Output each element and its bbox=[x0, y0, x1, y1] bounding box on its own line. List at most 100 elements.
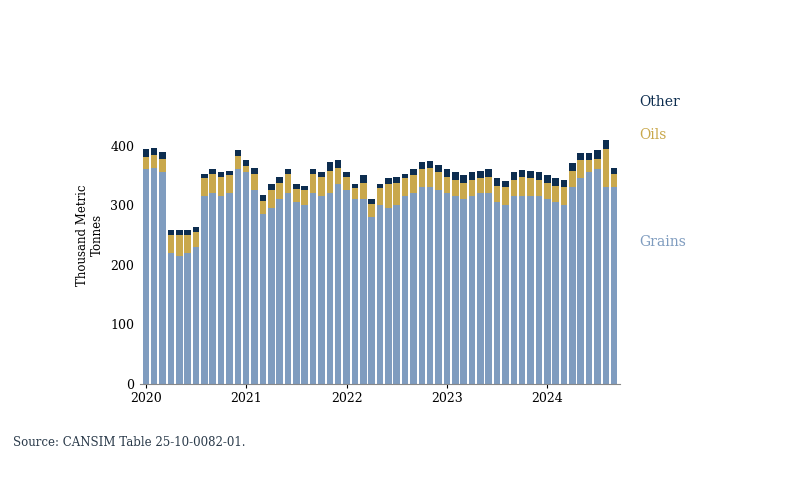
Bar bbox=[352, 199, 358, 384]
Bar bbox=[418, 170, 425, 187]
Y-axis label: Thousand Metric
Tonnes: Thousand Metric Tonnes bbox=[75, 184, 103, 286]
Bar bbox=[243, 160, 250, 167]
Bar bbox=[276, 199, 283, 384]
Bar bbox=[142, 157, 149, 170]
Text: Grains: Grains bbox=[639, 235, 686, 249]
Bar bbox=[176, 230, 182, 235]
Bar bbox=[302, 205, 308, 384]
Bar bbox=[243, 167, 250, 172]
Bar bbox=[519, 196, 526, 384]
Bar bbox=[561, 187, 567, 205]
Bar bbox=[569, 163, 575, 170]
Bar bbox=[335, 185, 342, 384]
Bar bbox=[586, 160, 592, 172]
Bar bbox=[552, 178, 559, 185]
Bar bbox=[486, 193, 492, 384]
Text: Figure 2: Renewable Fuel Feedstock Inputs, Canada, Monthly: Figure 2: Renewable Fuel Feedstock Input… bbox=[14, 34, 539, 48]
Bar bbox=[285, 193, 291, 384]
Bar bbox=[435, 190, 442, 384]
Bar bbox=[602, 187, 609, 384]
Bar bbox=[569, 170, 575, 187]
Bar bbox=[469, 196, 475, 384]
Bar bbox=[586, 172, 592, 384]
Bar bbox=[285, 174, 291, 193]
Bar bbox=[176, 256, 182, 384]
Bar bbox=[494, 178, 500, 185]
Bar bbox=[268, 185, 274, 190]
Bar bbox=[326, 162, 333, 170]
Bar bbox=[193, 227, 199, 232]
Bar bbox=[218, 196, 224, 384]
Bar bbox=[427, 168, 434, 187]
Bar bbox=[234, 156, 241, 170]
Bar bbox=[427, 187, 434, 384]
Bar bbox=[460, 199, 467, 384]
Bar bbox=[586, 153, 592, 160]
Bar bbox=[594, 159, 601, 170]
Bar bbox=[510, 172, 517, 180]
Bar bbox=[594, 150, 601, 159]
Bar bbox=[611, 187, 618, 384]
Bar bbox=[418, 187, 425, 384]
Bar bbox=[578, 160, 584, 178]
Bar bbox=[519, 177, 526, 196]
Bar bbox=[510, 196, 517, 384]
Bar bbox=[260, 195, 266, 201]
Bar bbox=[142, 170, 149, 384]
Bar bbox=[444, 170, 450, 177]
Bar bbox=[335, 168, 342, 185]
Bar bbox=[435, 165, 442, 172]
Bar bbox=[385, 208, 392, 384]
Bar bbox=[477, 178, 484, 193]
Bar bbox=[352, 188, 358, 199]
Bar bbox=[210, 174, 216, 193]
Text: Other: Other bbox=[639, 95, 680, 109]
Bar bbox=[293, 189, 300, 202]
Bar bbox=[385, 178, 392, 185]
Bar bbox=[527, 171, 534, 178]
Bar bbox=[552, 185, 559, 202]
Bar bbox=[578, 153, 584, 160]
Bar bbox=[477, 171, 484, 178]
Bar bbox=[176, 235, 182, 256]
Bar bbox=[502, 181, 509, 187]
Bar bbox=[185, 235, 191, 253]
Bar bbox=[326, 193, 333, 384]
Bar bbox=[368, 199, 375, 204]
Bar bbox=[159, 172, 166, 384]
Bar bbox=[193, 247, 199, 384]
Bar bbox=[611, 174, 618, 187]
Bar bbox=[502, 205, 509, 384]
Bar bbox=[519, 170, 526, 177]
Bar bbox=[293, 185, 300, 189]
Bar bbox=[602, 140, 609, 149]
Bar bbox=[377, 188, 383, 205]
Bar bbox=[360, 175, 366, 183]
Bar bbox=[418, 162, 425, 170]
Bar bbox=[151, 168, 158, 384]
Bar bbox=[394, 177, 400, 183]
Bar bbox=[226, 175, 233, 193]
Bar bbox=[210, 170, 216, 174]
Bar bbox=[260, 214, 266, 384]
Bar bbox=[469, 172, 475, 180]
Bar bbox=[226, 170, 233, 175]
Bar bbox=[343, 190, 350, 384]
Bar bbox=[460, 183, 467, 199]
Bar bbox=[168, 235, 174, 253]
Bar bbox=[251, 168, 258, 173]
Bar bbox=[444, 177, 450, 193]
Bar bbox=[201, 196, 208, 384]
Bar bbox=[594, 170, 601, 384]
Bar bbox=[318, 196, 325, 384]
Bar bbox=[602, 149, 609, 187]
Bar bbox=[494, 185, 500, 202]
Bar bbox=[377, 205, 383, 384]
Bar bbox=[310, 174, 316, 193]
Bar bbox=[544, 199, 550, 384]
Bar bbox=[251, 173, 258, 190]
Bar bbox=[536, 180, 542, 196]
Bar bbox=[394, 183, 400, 205]
Bar bbox=[510, 180, 517, 196]
Bar bbox=[502, 187, 509, 205]
